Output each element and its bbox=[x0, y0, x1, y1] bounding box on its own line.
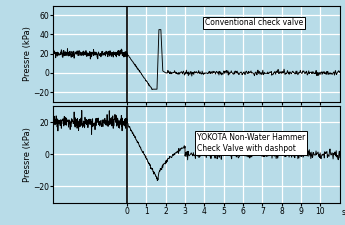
Text: sec: sec bbox=[341, 208, 345, 217]
Y-axis label: Pressre (kPa): Pressre (kPa) bbox=[23, 127, 32, 182]
Text: Conventional check valve: Conventional check valve bbox=[205, 18, 304, 27]
Text: YOKOTA Non-Water Hammer
Check Valve with dashpot: YOKOTA Non-Water Hammer Check Valve with… bbox=[197, 133, 305, 153]
Y-axis label: Pressre (kPa): Pressre (kPa) bbox=[23, 26, 32, 81]
